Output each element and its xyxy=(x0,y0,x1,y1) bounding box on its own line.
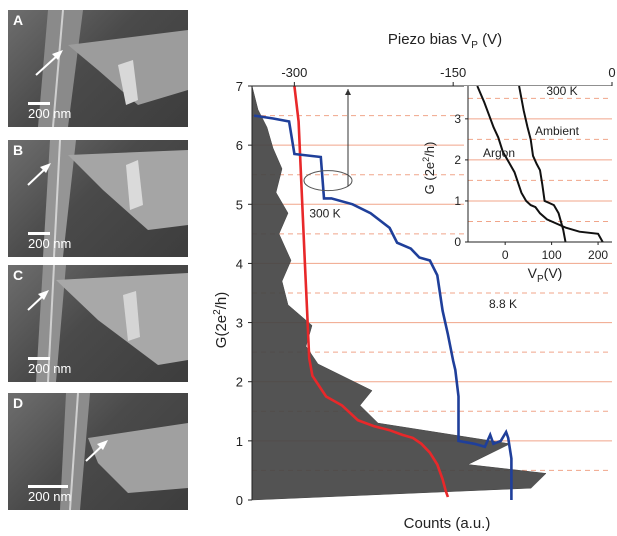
y-tick-label: 3 xyxy=(236,316,243,331)
highlight-ellipse xyxy=(303,170,353,192)
sem-image-b xyxy=(43,140,188,257)
panel-letter: A xyxy=(13,12,24,28)
y-tick-label: 5 xyxy=(236,197,243,212)
sem-panel-d: D 200 nm xyxy=(8,393,188,510)
arrow-icon xyxy=(35,50,63,76)
inset-x-tick-label: 100 xyxy=(542,248,562,262)
sem-panel-b: B 200 nm xyxy=(8,140,188,257)
top-tick-label: 0 xyxy=(608,65,615,80)
x-axis-title: Counts (a.u.) xyxy=(404,515,491,532)
inset-x-tick-label: 0 xyxy=(502,248,509,262)
inset-x-tick-label: 200 xyxy=(588,248,608,262)
scale-bar xyxy=(28,485,68,488)
series-line-300-K xyxy=(293,85,450,498)
arrow-icon xyxy=(27,163,51,186)
scale-label: 200 nm xyxy=(28,361,72,376)
inset-annotation-ambient: Ambient xyxy=(535,124,580,138)
scale-label: 200 nm xyxy=(28,106,72,121)
scale-label: 200 nm xyxy=(28,236,72,251)
panel-letter: B xyxy=(13,142,24,158)
sem-image-a xyxy=(38,10,188,127)
scale-bar xyxy=(28,102,50,105)
y-tick-label: 4 xyxy=(236,256,243,271)
series-line-8_8-K xyxy=(253,114,513,500)
sem-image-d xyxy=(60,393,188,510)
y-tick-label: 6 xyxy=(236,138,243,153)
top-tick-label: -150 xyxy=(440,65,466,80)
inset-y-tick-label: 1 xyxy=(454,194,461,208)
scale-label: 200 nm xyxy=(28,489,72,504)
annotation-300k: 300 K xyxy=(309,206,340,220)
inset-y-axis-title: G (2e2/h) xyxy=(421,142,437,195)
arrow-icon xyxy=(85,440,108,462)
scale-bar xyxy=(28,232,50,235)
sem-panel-a: A 200 nm xyxy=(8,10,188,127)
annotation-8k: 8.8 K xyxy=(489,297,517,311)
top-tick-label: -300 xyxy=(281,65,307,80)
y-tick-label: 2 xyxy=(236,375,243,390)
y-tick-label: 0 xyxy=(236,493,243,508)
panel-letter: C xyxy=(13,267,24,283)
top-axis-title: Piezo bias VP (V) xyxy=(388,31,502,51)
inset-series-argon xyxy=(476,85,604,243)
y-tick-label: 1 xyxy=(236,434,243,449)
inset-series-ambient xyxy=(518,85,567,243)
scale-bar xyxy=(28,357,50,360)
inset-annotation-argon: Argon xyxy=(483,146,515,160)
sem-panel-c: C 200 nm xyxy=(8,265,188,382)
inset-y-tick-label: 0 xyxy=(454,235,461,249)
pointer-arrowhead xyxy=(345,88,351,95)
inset-annotation-300k: 300 K xyxy=(546,84,577,98)
inset-y-tick-label: 3 xyxy=(454,112,461,126)
arrow-icon xyxy=(27,290,49,311)
inset-x-axis-title: VP(V) xyxy=(528,265,563,285)
y-axis-title: G(2e2/h) xyxy=(212,292,230,348)
y-tick-label: 7 xyxy=(236,79,243,94)
inset-y-tick-label: 2 xyxy=(454,153,461,167)
panel-letter: D xyxy=(13,395,24,411)
